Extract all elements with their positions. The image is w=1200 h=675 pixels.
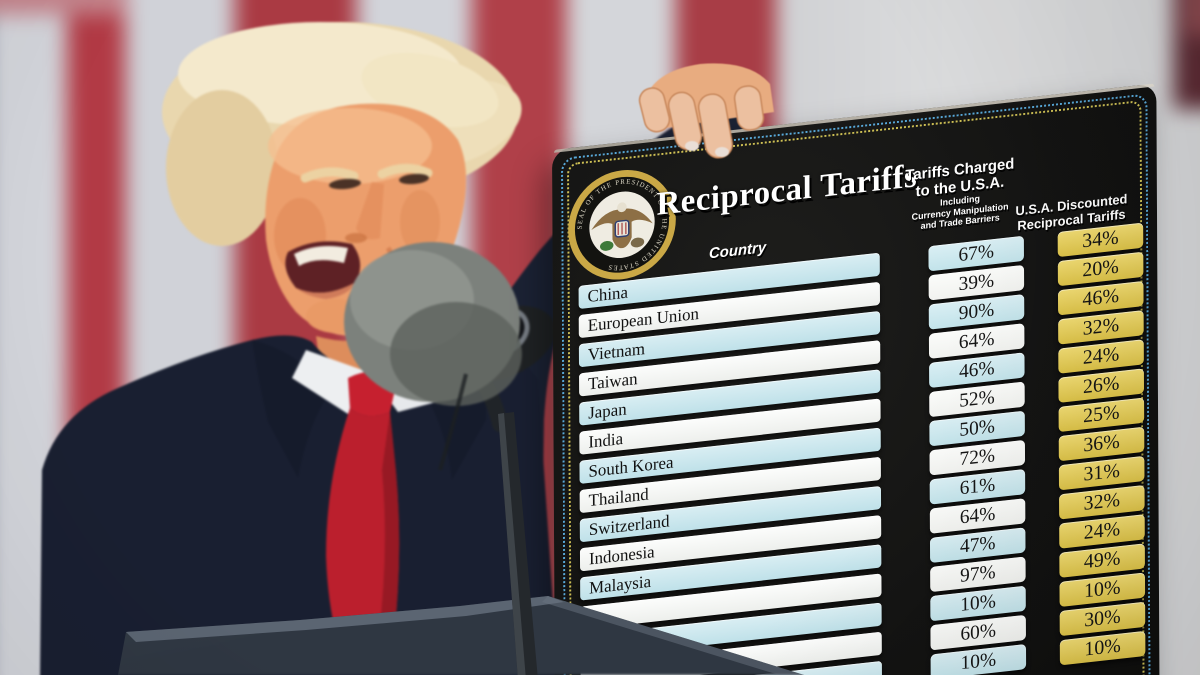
fingers: [638, 85, 765, 159]
fingernail: [685, 141, 699, 151]
teeth: [294, 246, 348, 266]
tariff-board: SEAL OF THE PRESIDENT OF THE UNITED STAT…: [552, 83, 1160, 675]
arrows: [630, 237, 645, 248]
background-red-blur: [1183, 0, 1200, 36]
nose: [356, 182, 384, 240]
shirt-collar: [292, 350, 368, 414]
eyebrow: [377, 163, 433, 179]
hand-holding-board: [638, 63, 774, 159]
suit-jacket: [40, 335, 558, 675]
eye: [329, 178, 361, 190]
microphone: [344, 242, 556, 471]
eye: [399, 173, 429, 185]
fingernail: [715, 147, 729, 157]
presidential-seal: SEAL OF THE PRESIDENT OF THE UNITED STAT…: [568, 170, 676, 280]
background-pink-blur: [0, 0, 128, 15]
eyebrow: [300, 167, 359, 183]
tie: [326, 408, 400, 662]
olive-branch: [600, 240, 614, 251]
face: [265, 103, 467, 378]
mic-stand-rod: [498, 412, 538, 675]
board-rows: China 67% 34% European Union 39% 20% Vie…: [578, 221, 1148, 675]
